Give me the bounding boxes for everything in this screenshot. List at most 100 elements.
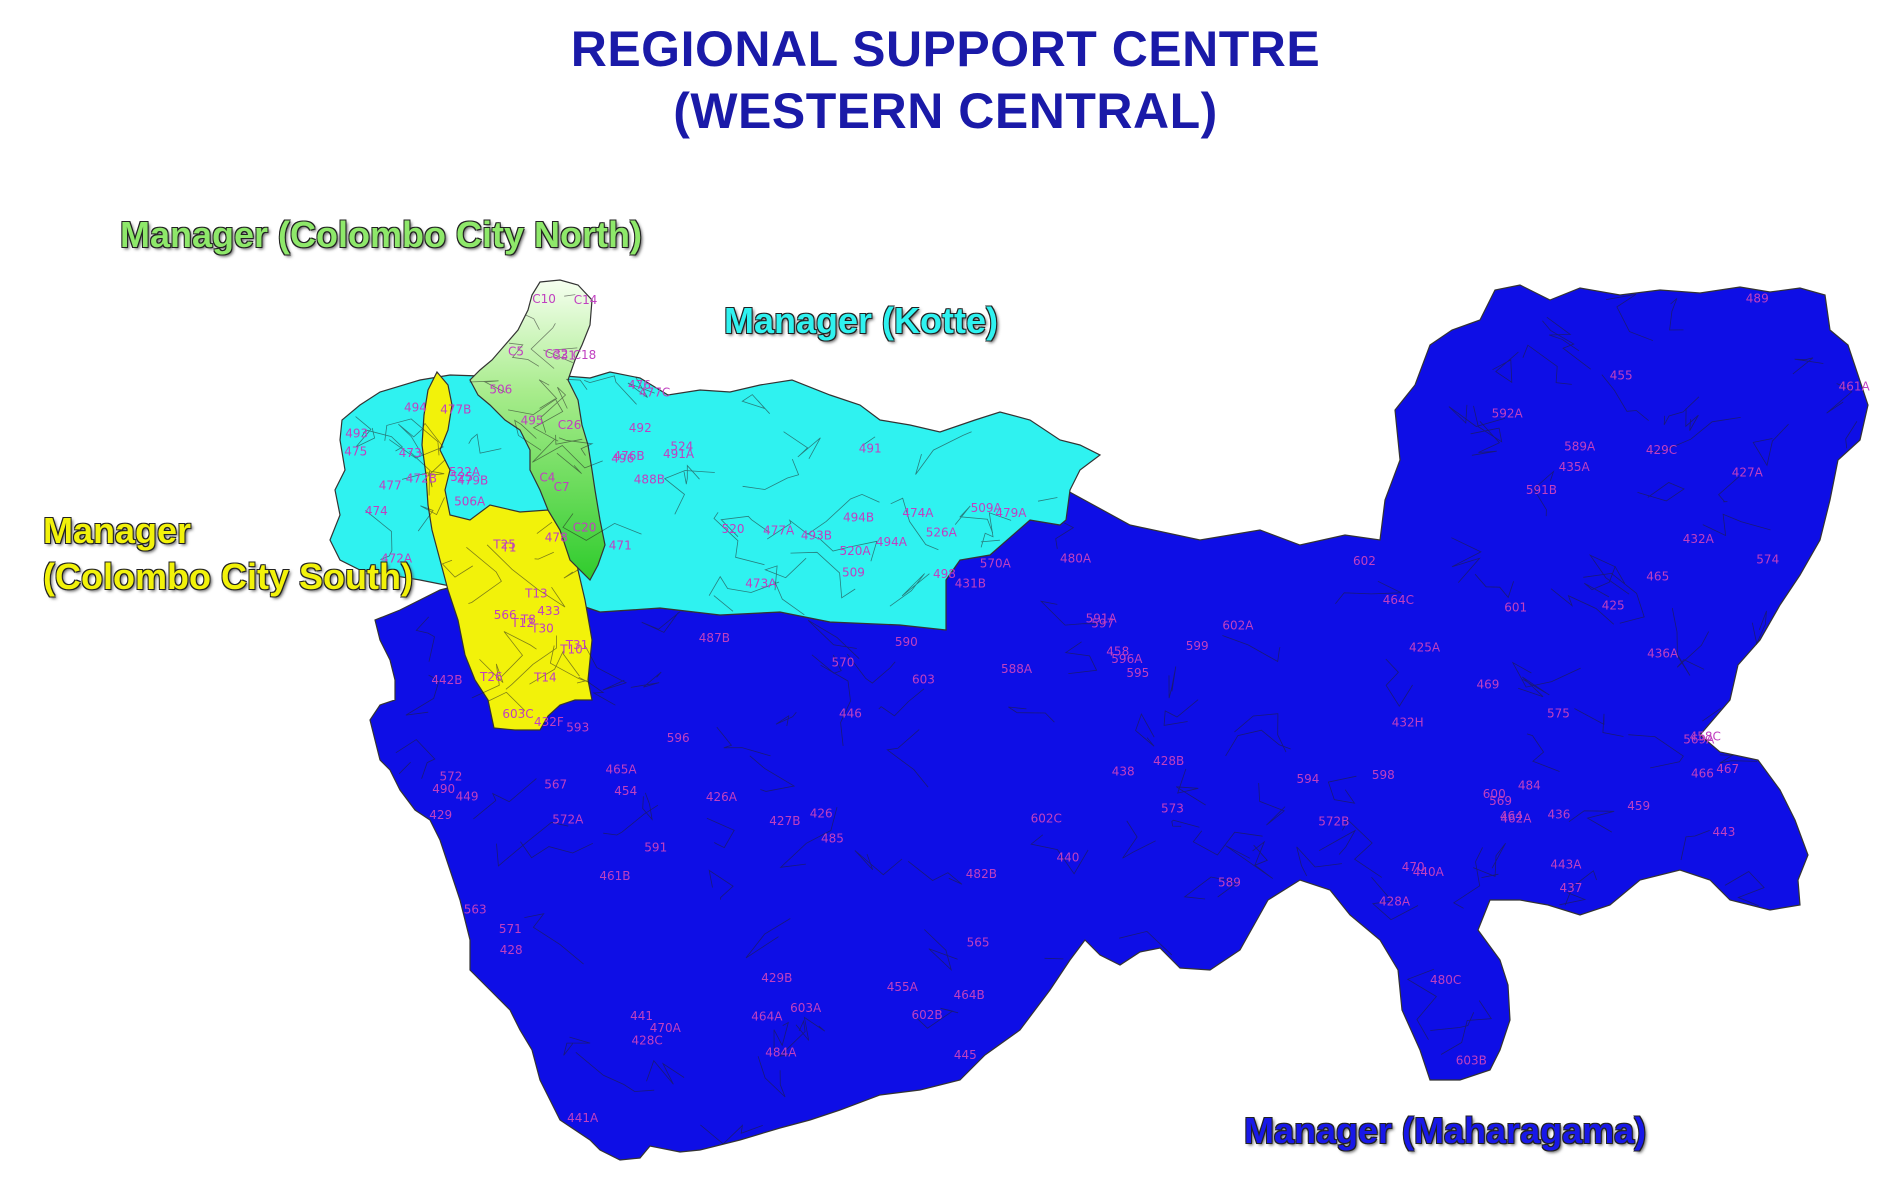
ward-code: 477: [379, 479, 402, 493]
ward-boundary: [1685, 408, 1699, 431]
ward-code: 426A: [706, 790, 738, 804]
ward-boundary: [1718, 476, 1740, 503]
ward-boundary: [683, 464, 700, 485]
ward-code: 603B: [1456, 1053, 1487, 1067]
ward-boundary: [713, 595, 734, 612]
ward-code: 455A: [887, 980, 919, 994]
ward-code: 571: [499, 922, 522, 936]
ward-boundary: [415, 616, 435, 662]
ward-code: 478: [545, 530, 568, 544]
ward-code: 524: [670, 440, 693, 454]
ward-code: 438: [1112, 764, 1135, 778]
ward-code: 429C: [1646, 443, 1677, 457]
ward-code: 589: [1218, 875, 1241, 889]
ward-code: 490: [432, 782, 455, 796]
ward-boundary: [1751, 610, 1767, 645]
ward-boundaries: [355, 293, 1858, 1145]
ward-code: 480C: [1430, 973, 1461, 987]
ward-code: 465A: [606, 763, 638, 777]
ward-code: 593: [566, 720, 589, 734]
ward-boundary: [556, 452, 582, 474]
map-title-line1: REGIONAL SUPPORT CENTRE: [570, 21, 1321, 77]
ward-code: 446: [839, 706, 862, 720]
ward-boundary: [501, 631, 537, 677]
ward-boundary: [700, 1124, 763, 1145]
ward-code: 454: [614, 784, 637, 798]
ward-boundary: [817, 536, 878, 562]
ward-code: 472B: [406, 471, 437, 485]
ward-boundary: [1680, 830, 1710, 861]
ward-boundary: [1564, 870, 1597, 906]
ward-boundary: [795, 1016, 826, 1041]
ward-boundary: [779, 807, 838, 868]
ward-boundary: [1440, 1000, 1493, 1055]
ward-boundary: [524, 913, 584, 965]
ward-code: C32: [545, 347, 569, 361]
ward-code: 494A: [876, 535, 908, 549]
ward-code: 565: [967, 936, 990, 950]
ward-code: 441: [630, 1009, 653, 1023]
ward-code: T10: [559, 642, 583, 656]
ward-code: 479B: [457, 474, 488, 488]
ward-code: 569: [1489, 794, 1512, 808]
ward-code: 602C: [1031, 812, 1062, 826]
ward-boundary: [536, 521, 553, 534]
ward-boundary: [980, 539, 1000, 543]
ward-boundary: [1719, 754, 1758, 764]
ward-boundary: [552, 347, 578, 351]
map-title: REGIONAL SUPPORT CENTRE (WESTERN CENTRAL…: [0, 18, 1891, 142]
ward-code: 469: [1477, 678, 1500, 692]
ward-boundary: [1647, 417, 1741, 453]
ward-boundary: [1845, 421, 1858, 449]
ward-boundary: [1225, 845, 1274, 879]
ward-boundary: [1533, 470, 1555, 517]
ward-code: 432A: [1683, 532, 1715, 546]
ward-code: 473A: [745, 576, 777, 590]
manager-label-south-line2: (Colombo City South): [43, 556, 413, 597]
ward-code: 594: [1297, 772, 1320, 786]
ward-boundary: [1481, 873, 1499, 878]
ward-boundary: [778, 1019, 806, 1057]
ward-boundary: [1064, 641, 1098, 674]
ward-boundary: [575, 1051, 655, 1092]
ward-code: 496: [611, 452, 634, 466]
ward-boundary: [713, 512, 765, 566]
ward-code: 443: [1713, 825, 1736, 839]
ward-boundary: [954, 505, 994, 534]
ward-boundary: [708, 575, 780, 596]
ward-code: 473: [399, 446, 422, 460]
ward-code: 493B: [801, 528, 832, 542]
ward-boundary: [854, 850, 903, 876]
ward-code: 590: [895, 635, 918, 649]
ward-boundary: [1473, 842, 1506, 877]
ward-boundary: [630, 671, 662, 688]
ward-code: T30: [530, 622, 554, 636]
ward-code: 589A: [1564, 440, 1596, 454]
ward-code: 462A: [1500, 811, 1532, 825]
ward-boundary: [486, 544, 566, 608]
ward-boundary: [558, 437, 594, 456]
ward-code: 491A: [663, 447, 695, 461]
ward-code: C20: [573, 521, 597, 535]
ward-code: 465: [1646, 570, 1669, 584]
ward-boundary: [980, 512, 1012, 548]
ward-boundary: [395, 739, 436, 779]
ward-code: 574: [1756, 552, 1779, 566]
ward-code: 509A: [971, 501, 1003, 515]
ward-boundary: [1752, 423, 1789, 467]
ward-code: 428C: [632, 1034, 663, 1048]
ward-code: 588A: [1001, 662, 1033, 676]
ward-boundary: [775, 711, 797, 726]
ward-boundary: [1371, 877, 1419, 921]
manager-label-south-line1: Manager: [43, 510, 192, 551]
ward-code: 475: [344, 444, 367, 458]
ward-code: 603C: [502, 707, 533, 721]
ward-boundary: [1522, 344, 1572, 385]
ward-boundary: [811, 654, 842, 674]
ward-boundary: [1550, 588, 1615, 625]
ward-boundary: [878, 688, 925, 717]
ward-code: 466: [1691, 767, 1714, 781]
ward-boundary: [774, 581, 805, 616]
ward-boundary: [1335, 580, 1402, 605]
